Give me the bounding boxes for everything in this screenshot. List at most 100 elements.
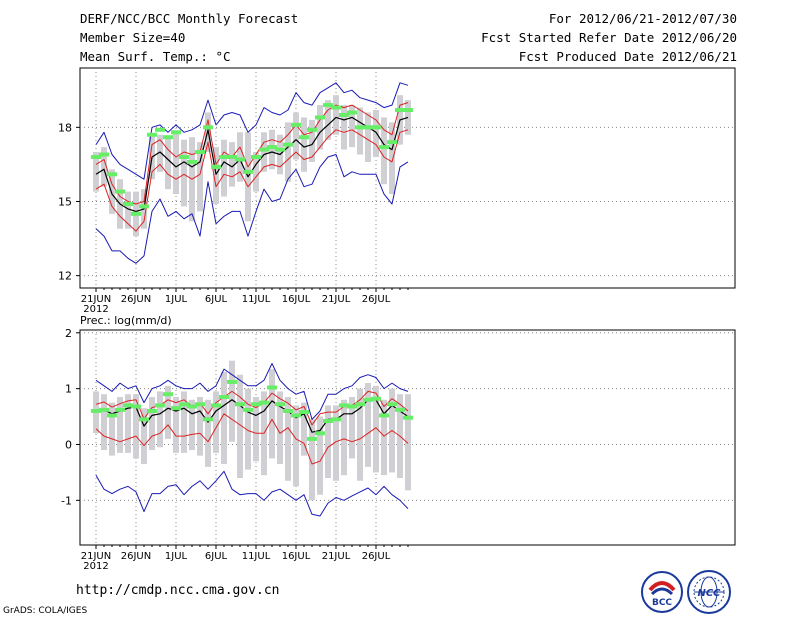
forecast-period: For 2012/06/21-2012/07/30: [548, 11, 737, 26]
deterministic-marker: [171, 130, 181, 135]
spread-box: [301, 117, 307, 172]
series-lower-spread: [95, 129, 409, 232]
deterministic-marker: [147, 408, 157, 413]
deterministic-marker: [395, 108, 405, 113]
spread-box: [237, 132, 243, 182]
spread-box: [237, 374, 243, 478]
y-tick-label: 15: [58, 195, 72, 208]
deterministic-marker: [251, 402, 261, 407]
spread-box: [373, 385, 379, 473]
y-tick-label: 18: [58, 121, 72, 134]
deterministic-marker: [267, 385, 277, 390]
deterministic-marker: [275, 147, 285, 152]
deterministic-marker: [163, 392, 173, 397]
deterministic-marker: [291, 413, 301, 418]
spread-box: [245, 388, 251, 470]
deterministic-marker: [323, 103, 333, 108]
deterministic-marker: [363, 397, 373, 402]
x-tick-label: 11JUL: [242, 294, 271, 305]
spread-box: [349, 105, 355, 148]
spread-box: [309, 419, 315, 501]
spread-box: [181, 139, 187, 207]
y-tick-label: 1: [65, 383, 72, 396]
deterministic-marker: [187, 404, 197, 409]
deterministic-marker: [339, 403, 349, 408]
deterministic-marker: [187, 159, 197, 164]
deterministic-marker: [91, 408, 101, 413]
deterministic-marker: [347, 110, 357, 115]
spread-box: [125, 191, 131, 229]
deterministic-marker: [403, 108, 413, 113]
variable-label: Mean Surf. Temp.: °C: [80, 49, 231, 64]
spread-box: [381, 399, 387, 476]
spread-box: [357, 107, 363, 155]
deterministic-marker: [203, 417, 213, 422]
series-upper-spread: [95, 102, 409, 205]
spread-box: [325, 405, 331, 478]
spread-box: [93, 152, 99, 192]
deterministic-marker: [139, 204, 149, 209]
deterministic-marker: [315, 115, 325, 120]
deterministic-marker: [155, 403, 165, 408]
deterministic-marker: [387, 402, 397, 407]
x-tick-label: 11JUL: [242, 551, 271, 562]
deterministic-marker: [91, 154, 101, 159]
series-lower-envelope: [95, 470, 409, 517]
deterministic-marker: [219, 154, 229, 159]
spread-box: [165, 137, 171, 190]
deterministic-marker: [323, 419, 333, 424]
series-lower-envelope: [95, 154, 409, 264]
deterministic-marker: [339, 112, 349, 117]
deterministic-marker: [315, 431, 325, 436]
deterministic-marker: [371, 125, 381, 130]
precip-panel-title: Prec.: log(mm/d): [80, 314, 172, 327]
spread-box: [277, 391, 283, 465]
deterministic-marker: [299, 135, 309, 140]
deterministic-marker: [171, 406, 181, 411]
x-tick-label: 21JUN: [81, 551, 111, 562]
spread-box: [197, 142, 203, 212]
deterministic-marker: [227, 154, 237, 159]
source-url[interactable]: http://cmdp.ncc.cma.gov.cn: [76, 583, 280, 598]
deterministic-marker: [395, 407, 405, 412]
spread-box: [285, 122, 291, 182]
spread-box: [341, 399, 347, 476]
spread-box: [189, 399, 195, 451]
spread-box: [229, 142, 235, 187]
y-tick-label: 0: [65, 438, 72, 451]
deterministic-marker: [219, 395, 229, 400]
spread-box: [157, 134, 163, 172]
y-tick-label: -1: [61, 494, 72, 507]
spread-box: [221, 371, 227, 465]
deterministic-marker: [123, 201, 133, 206]
deterministic-marker: [379, 145, 389, 150]
spread-box: [357, 388, 363, 481]
spread-box: [125, 394, 131, 453]
bcc-logo-text: BCC: [652, 598, 672, 608]
spread-box: [101, 394, 107, 451]
spread-box: [117, 397, 123, 453]
deterministic-marker: [147, 132, 157, 137]
x-tick-label: 1JUL: [165, 294, 188, 305]
deterministic-marker: [355, 125, 365, 130]
deterministic-marker: [139, 417, 149, 422]
spread-box: [181, 391, 187, 453]
deterministic-marker: [211, 403, 221, 408]
deterministic-marker: [387, 140, 397, 145]
x-tick-label: 26JUN: [121, 551, 151, 562]
deterministic-marker: [131, 211, 141, 216]
x-tick-label: 21JUN: [81, 294, 111, 305]
deterministic-marker: [107, 413, 117, 418]
deterministic-marker: [299, 410, 309, 415]
bcc-logo: BCC: [641, 571, 683, 613]
ncc-logo: NCC: [687, 570, 731, 614]
spread-box: [285, 397, 291, 481]
deterministic-marker: [347, 404, 357, 409]
deterministic-marker: [267, 145, 277, 150]
spread-box: [173, 132, 179, 195]
y-tick-label: 2: [65, 327, 72, 340]
spread-box: [325, 100, 331, 140]
deterministic-marker: [283, 408, 293, 413]
spread-box: [197, 397, 203, 456]
